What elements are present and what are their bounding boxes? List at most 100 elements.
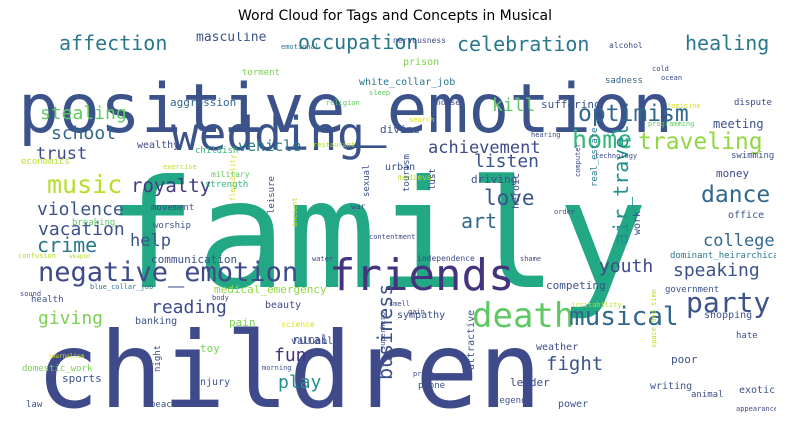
word-blue-collar-job: blue_collar_job xyxy=(90,283,153,291)
word-nervousness: nervousness xyxy=(393,36,446,45)
word-ancient: ancient xyxy=(291,197,299,227)
word-traveling: traveling xyxy=(638,129,763,155)
word-irritability: irritability xyxy=(571,301,622,309)
word-water: water xyxy=(312,255,333,263)
word-trust: trust xyxy=(36,144,87,164)
word-gain: gain xyxy=(408,308,425,316)
word-exotic: exotic xyxy=(739,385,775,396)
word-music: music xyxy=(47,170,122,199)
word-heroic: heroic xyxy=(511,173,522,209)
word-wealthy: wealthy xyxy=(137,140,179,151)
word-dance: dance xyxy=(701,182,770,208)
chart-title: Word Cloud for Tags and Concepts in Musi… xyxy=(238,8,552,24)
word-ocean: ocean xyxy=(661,74,682,82)
word-pride: pride xyxy=(413,370,434,378)
word-school: school xyxy=(51,123,116,144)
word-confusion: confusion xyxy=(18,252,56,260)
word-meeting: meeting xyxy=(713,117,764,131)
word-religion: religion xyxy=(326,99,360,107)
word-love: love xyxy=(484,186,535,210)
word-reading: reading xyxy=(151,297,227,318)
word-computer: computer xyxy=(574,143,582,177)
word-toy: toy xyxy=(200,342,220,355)
word-movement: movement xyxy=(151,203,194,213)
word-healing: healing xyxy=(685,32,769,55)
word-sleep: sleep xyxy=(369,89,390,97)
word-weapon: weapon xyxy=(69,253,91,260)
word-health: health xyxy=(31,295,64,305)
word-optimism: optimism xyxy=(578,101,689,127)
word-art: art xyxy=(461,209,497,233)
word-rural: rural xyxy=(292,333,328,347)
word-violence: violence xyxy=(37,199,124,220)
word-law: law xyxy=(26,400,43,410)
word-play: play xyxy=(278,372,322,393)
word-writing: writing xyxy=(650,381,692,392)
word-animal: animal xyxy=(691,390,724,400)
word-legend: legend xyxy=(494,396,527,406)
word-emotional: emotional xyxy=(281,43,319,51)
word-achievement: achievement xyxy=(428,138,541,158)
word-musical: musical xyxy=(569,302,679,332)
word-air-travel: air_travel xyxy=(609,125,633,245)
word-fun: fun xyxy=(274,345,307,366)
word-smell: smell xyxy=(389,300,410,308)
word-technology: technology xyxy=(595,152,637,160)
word-work: work xyxy=(632,211,643,235)
word-college: college xyxy=(703,231,775,251)
word-morning: morning xyxy=(262,364,292,372)
word-office: office xyxy=(728,210,764,221)
word-driving: driving xyxy=(471,173,517,186)
word-flexibility: flexibility xyxy=(229,155,237,201)
word-business: business xyxy=(373,284,397,380)
word-sports: sports xyxy=(62,372,102,385)
word-dispute: dispute xyxy=(734,98,772,108)
word-leader: leader xyxy=(510,376,550,389)
word-giving: giving xyxy=(38,308,103,329)
word-body: body xyxy=(212,294,229,302)
word-military: military xyxy=(211,170,250,179)
word-medieval: medieval xyxy=(398,173,437,182)
word-journalism: journalism xyxy=(48,353,85,360)
word-pain: pain xyxy=(229,316,256,329)
word-speaking: speaking xyxy=(673,260,760,281)
word-phone: phone xyxy=(418,381,445,391)
word-youth: youth xyxy=(599,256,653,277)
word-beauty: beauty xyxy=(265,300,301,311)
word-domestic-work: domestic_work xyxy=(22,364,93,374)
word-fight: fight xyxy=(546,353,603,375)
word-hate: hate xyxy=(736,331,758,341)
word-shame: shame xyxy=(520,255,541,263)
word-contentment: contentment xyxy=(369,233,415,241)
word-occupation: occupation xyxy=(298,32,418,54)
word-royalty: royalty xyxy=(131,175,211,197)
word-vehicle: vehicle xyxy=(238,137,301,155)
word-weather: weather xyxy=(536,342,578,353)
word-friends: friends xyxy=(329,250,514,301)
word-restaurant: restaurant xyxy=(313,141,355,149)
word-night: night xyxy=(153,345,163,372)
word-alcohol: alcohol xyxy=(609,41,643,50)
word-home: home xyxy=(572,125,632,154)
word-dominant-heirarchical: dominant_heirarchical xyxy=(670,251,776,261)
word-government: government xyxy=(665,285,719,295)
word-medical-emergency: medical_emergency xyxy=(214,283,327,296)
word-cloud: family children positive_emotion wedding fri… xyxy=(16,32,776,418)
word-tourism: tourism xyxy=(402,154,412,192)
word-money: money xyxy=(716,167,749,180)
word-celebration: celebration xyxy=(457,32,589,56)
word-white-collar-job: white_collar_job xyxy=(359,77,455,88)
word-economics: economics xyxy=(21,157,70,167)
word-listen: listen xyxy=(474,151,539,172)
word-space-and-time: space_and_time xyxy=(650,289,658,348)
word-hearing: hearing xyxy=(531,131,561,139)
word-cold: cold xyxy=(652,65,669,73)
word-vacation: vacation xyxy=(38,219,125,240)
word-programming: programming xyxy=(648,120,694,128)
word-sexual: sexual xyxy=(362,164,372,197)
word-kill: kill xyxy=(492,95,535,116)
word-death: death xyxy=(472,296,574,336)
word-wedding: wedding xyxy=(171,107,365,161)
word-swimming: swimming xyxy=(731,151,774,161)
